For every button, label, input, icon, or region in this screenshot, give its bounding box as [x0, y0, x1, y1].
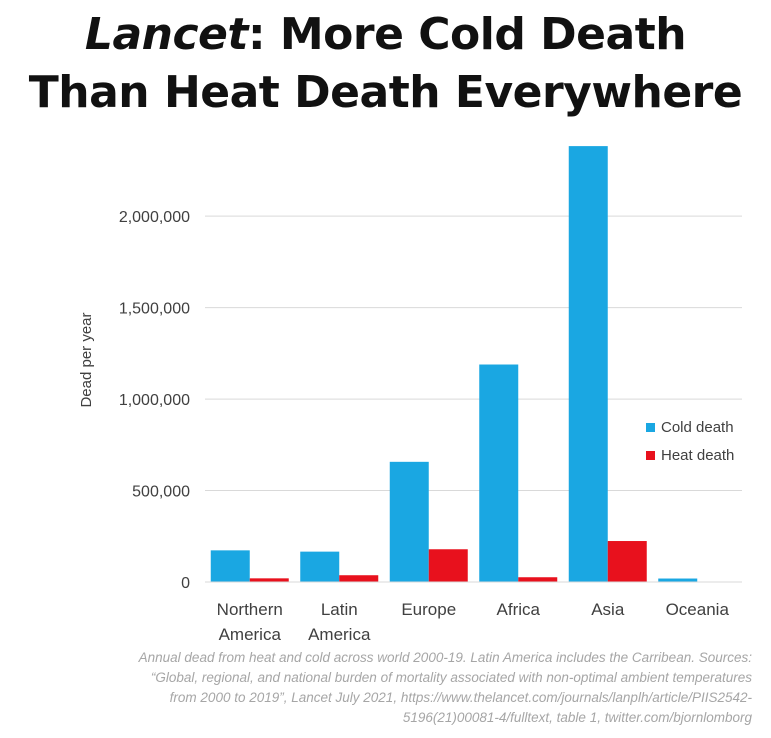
y-axis-ticks: 0 500,000 1,000,000 1,500,000 2,000,000 — [119, 209, 190, 592]
heat-death-bar — [607, 541, 647, 582]
heat-death-bar — [339, 575, 379, 582]
y-tick-label: 2,000,000 — [119, 209, 190, 226]
x-category-label: Oceania — [666, 600, 730, 619]
heat-death-bar — [518, 577, 558, 582]
legend: Cold death Heat death — [646, 419, 734, 464]
note-line: from 2000 to 2019”, Lancet July 2021, ht… — [169, 690, 752, 705]
title-lancet: Lancet — [84, 9, 249, 60]
title-line-1: Lancet: More Cold Death — [0, 6, 771, 64]
heat-death-bar — [428, 549, 468, 582]
legend-label: Heat death — [661, 447, 734, 464]
note-line: Annual dead from heat and cold across wo… — [138, 650, 752, 665]
x-axis-categories: Northern America Latin America Europe Africa A… — [217, 600, 730, 644]
x-category-label: Asia — [591, 600, 625, 619]
y-tick-label: 1,500,000 — [119, 301, 190, 318]
x-category-label: Africa — [497, 600, 541, 619]
y-tick-label: 1,000,000 — [119, 392, 190, 409]
note-line: “Global, regional, and national burden o… — [150, 670, 752, 685]
gridlines — [205, 215, 742, 492]
x-category-label: Europe — [401, 600, 456, 619]
x-category-label: America — [219, 625, 282, 644]
bar-chart: 0 500,000 1,000,000 1,500,000 2,000,000 Dead… — [78, 146, 742, 644]
legend-swatch — [646, 423, 655, 432]
y-tick-label: 500,000 — [132, 484, 190, 501]
y-tick-label: 0 — [181, 575, 190, 592]
bars — [210, 146, 737, 582]
y-axis-title: Dead per year — [78, 312, 95, 407]
source-note: Annual dead from heat and cold across wo… — [20, 648, 752, 728]
title-line-2: Than Heat Death Everywhere — [28, 67, 743, 118]
cold-death-bar — [300, 551, 340, 582]
x-category-label: Latin — [321, 600, 358, 619]
chart-title: Lancet: More Cold Death Than Heat Death … — [0, 6, 771, 122]
title-line-1-rest: : More Cold Death — [247, 9, 687, 60]
cold-death-bar — [479, 364, 519, 582]
cold-death-bar — [210, 550, 250, 582]
legend-swatch — [646, 451, 655, 460]
legend-label: Cold death — [661, 419, 734, 436]
x-category-label: Northern — [217, 600, 283, 619]
cold-death-bar — [658, 578, 698, 582]
cold-death-bar — [568, 146, 608, 582]
cold-death-bar — [389, 461, 429, 582]
x-category-label: America — [308, 625, 371, 644]
heat-death-bar — [249, 578, 289, 582]
note-line: 5196(21)00081-4/fulltext, table 1, twitt… — [402, 710, 752, 725]
